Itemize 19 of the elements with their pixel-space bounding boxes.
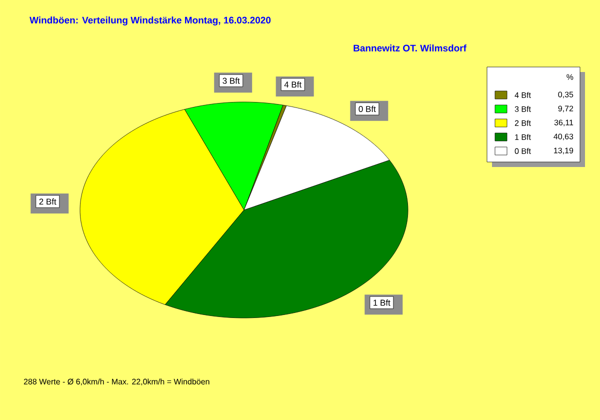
chart-subtitle: Bannewitz OT. Wilmsdorf <box>354 44 467 52</box>
slice-label: 2 Bft <box>39 198 56 205</box>
data-label: 36,11 <box>554 120 574 126</box>
slice-label: 0 Bft <box>358 106 376 112</box>
legend-title: % <box>566 74 574 80</box>
data-label: 0,35 <box>558 92 574 98</box>
legend-label: 1 Bft <box>515 134 531 140</box>
legend-label: 3 Bft <box>514 106 531 112</box>
legend-label: 2 Bft <box>514 120 531 126</box>
category-label: 1 Bft <box>374 300 390 306</box>
legend-label: 4 Bft <box>514 92 531 98</box>
data-label: 13,19 <box>554 148 574 154</box>
legend-label: 0 Bft <box>514 148 531 154</box>
data-label: 40,63 <box>554 134 574 140</box>
slice-label: 4 Bft <box>284 81 302 88</box>
chart-title: Windböen: Verteilung Windstärke Montag, 16.03.2020 <box>30 16 271 26</box>
data-label: 9,72 <box>558 106 574 112</box>
text: 288 Werte - Ø 6,0km/h - Max. 22,0km/h = Windböen <box>24 378 210 386</box>
slice-label: 3 Bft <box>222 78 240 84</box>
